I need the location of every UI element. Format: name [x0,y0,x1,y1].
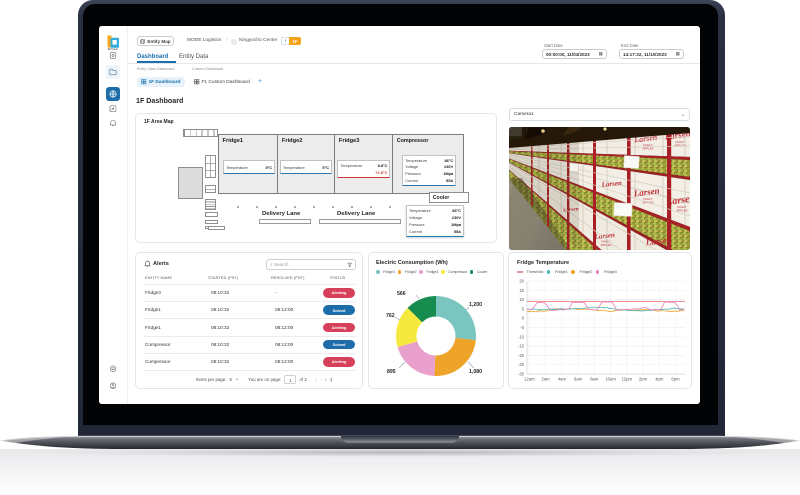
svg-text:4pm: 4pm [655,377,664,382]
svg-text:Larsen: Larsen [632,185,660,198]
svg-text:0: 0 [522,316,525,321]
svg-text:8am: 8am [590,377,599,382]
svg-text:Larsen: Larsen [600,179,622,189]
svg-text:-10: -10 [518,334,525,339]
svg-text:FANCY: FANCY [601,240,610,244]
svg-text:20: 20 [519,279,524,284]
svg-text:APPLES: APPLES [601,243,612,247]
svg-text:APPLES: APPLES [675,144,686,148]
svg-text:Larsen: Larsen [562,206,579,213]
svg-text:10am: 10am [605,377,616,382]
svg-text:Larsen: Larsen [644,234,672,247]
svg-text:12am: 12am [524,377,535,382]
svg-text:6pm: 6pm [671,377,680,382]
svg-text:15: 15 [519,288,524,293]
svg-text:2pm: 2pm [639,377,648,382]
svg-text:12pm: 12pm [622,377,633,382]
svg-text:Larsen: Larsen [633,133,659,145]
svg-text:6am: 6am [574,377,583,382]
svg-text:-25: -25 [518,362,525,367]
svg-text:-15: -15 [518,344,525,349]
svg-text:APPLES: APPLES [643,147,654,151]
svg-text:-5: -5 [520,325,524,330]
svg-text:-30: -30 [518,372,525,377]
svg-text:Larsen: Larsen [593,231,615,241]
svg-text:5: 5 [522,306,525,311]
svg-text:FANCY: FANCY [643,197,652,201]
svg-text:FANCY: FANCY [643,143,652,147]
svg-text:APPLES: APPLES [677,209,688,213]
svg-text:10: 10 [519,297,524,302]
svg-text:2am: 2am [542,377,551,382]
svg-text:4am: 4am [558,377,567,382]
svg-text:-20: -20 [518,353,525,358]
svg-text:FANCY: FANCY [677,205,686,209]
svg-text:FANCY: FANCY [675,140,684,144]
